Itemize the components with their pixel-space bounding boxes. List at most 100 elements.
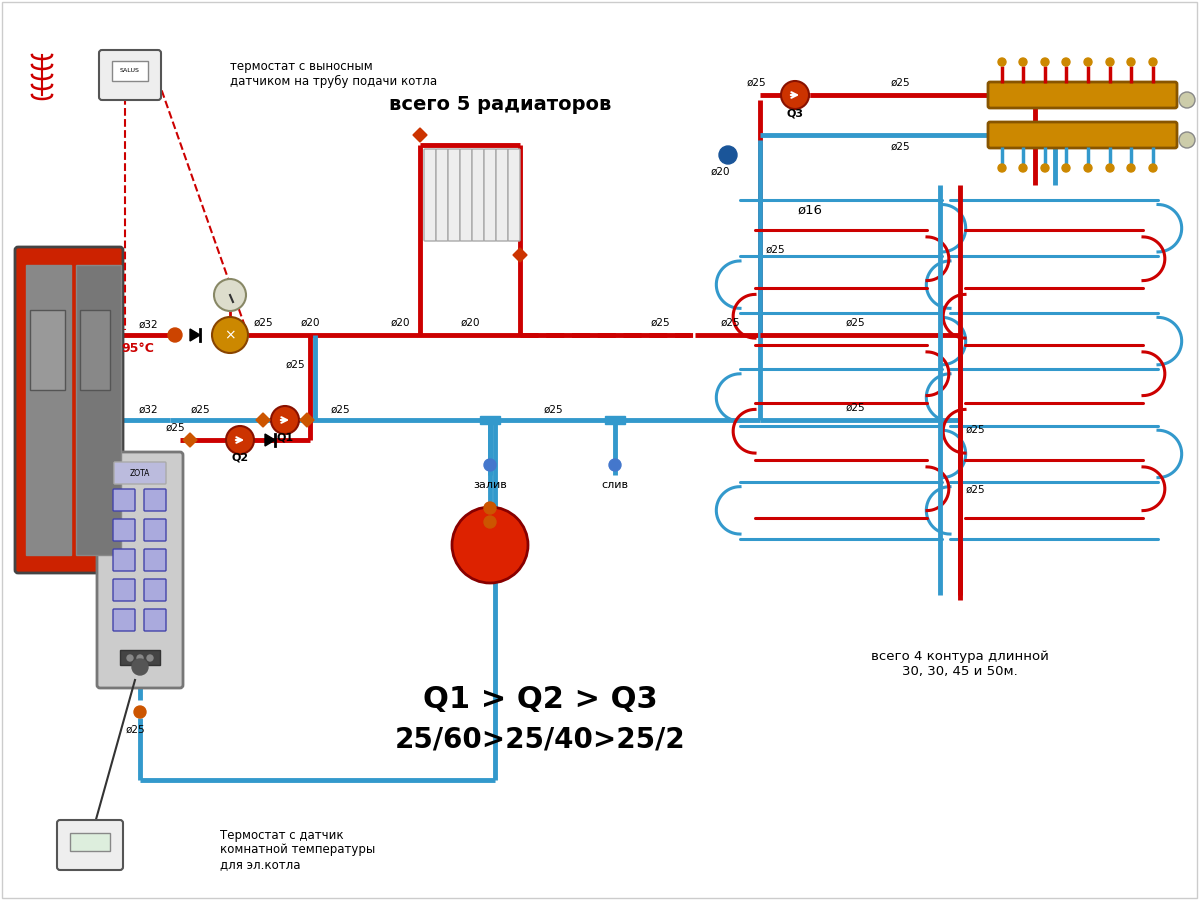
FancyBboxPatch shape (144, 519, 165, 541)
Polygon shape (183, 433, 197, 447)
Circle shape (1062, 58, 1070, 66)
Circle shape (998, 58, 1006, 66)
Text: всего 4 контура длинной
30, 30, 45 и 50м.: всего 4 контура длинной 30, 30, 45 и 50м… (870, 650, 1049, 678)
FancyBboxPatch shape (113, 579, 135, 601)
Text: 25/60>25/40>25/2: 25/60>25/40>25/2 (394, 726, 686, 754)
Circle shape (484, 459, 496, 471)
Circle shape (132, 659, 147, 675)
Text: ø25: ø25 (890, 142, 910, 152)
Text: ø25: ø25 (330, 405, 350, 415)
Text: ø25: ø25 (965, 425, 984, 435)
Circle shape (1127, 164, 1135, 172)
Text: залив: залив (474, 480, 507, 490)
Bar (76, 265, 121, 555)
Text: Термостат с датчик
комнатной температуры
для эл.котла: Термостат с датчик комнатной температуры… (219, 829, 375, 871)
Circle shape (1062, 164, 1070, 172)
Bar (120, 650, 159, 665)
Bar (70, 833, 110, 851)
FancyBboxPatch shape (988, 82, 1177, 108)
FancyBboxPatch shape (144, 549, 165, 571)
FancyBboxPatch shape (97, 452, 183, 688)
Bar (112, 61, 147, 81)
FancyBboxPatch shape (424, 149, 436, 241)
FancyBboxPatch shape (472, 149, 484, 241)
Text: ø25: ø25 (191, 405, 210, 415)
FancyBboxPatch shape (113, 549, 135, 571)
FancyBboxPatch shape (144, 489, 165, 511)
Text: ø32: ø32 (138, 320, 158, 330)
Circle shape (1019, 58, 1028, 66)
FancyBboxPatch shape (508, 149, 520, 241)
Polygon shape (412, 128, 427, 142)
FancyBboxPatch shape (144, 609, 165, 631)
Bar (480, 416, 500, 424)
Text: ø25: ø25 (165, 423, 185, 433)
Circle shape (609, 459, 621, 471)
Circle shape (484, 516, 496, 528)
Text: 95°С: 95°С (121, 343, 155, 356)
Circle shape (1105, 164, 1114, 172)
Circle shape (225, 426, 254, 454)
Text: слив: слив (602, 480, 628, 490)
Circle shape (137, 655, 143, 661)
Text: ø20: ø20 (300, 318, 320, 328)
Text: ø32: ø32 (138, 405, 158, 415)
Circle shape (134, 706, 146, 718)
Circle shape (452, 507, 528, 583)
Text: ø20: ø20 (390, 318, 410, 328)
FancyBboxPatch shape (988, 122, 1177, 148)
FancyBboxPatch shape (460, 149, 472, 241)
Text: ×: × (224, 328, 236, 342)
Text: ø25: ø25 (746, 78, 766, 88)
Text: ø16: ø16 (797, 203, 823, 217)
Text: ø25: ø25 (845, 403, 864, 413)
FancyBboxPatch shape (114, 462, 165, 484)
Circle shape (1041, 164, 1049, 172)
Circle shape (1149, 58, 1157, 66)
Text: термостат с выносным
датчиком на трубу подачи котла: термостат с выносным датчиком на трубу п… (230, 60, 438, 88)
Circle shape (213, 279, 246, 311)
Bar (30, 310, 65, 390)
Polygon shape (300, 413, 314, 427)
Polygon shape (265, 434, 275, 446)
Text: ø25: ø25 (845, 318, 864, 328)
Polygon shape (513, 248, 528, 262)
Circle shape (168, 328, 182, 342)
Circle shape (127, 655, 133, 661)
Text: ø25: ø25 (965, 485, 984, 495)
Text: ø25: ø25 (650, 318, 670, 328)
Circle shape (1019, 164, 1028, 172)
Text: ø25: ø25 (253, 318, 273, 328)
FancyBboxPatch shape (448, 149, 460, 241)
Text: Q1: Q1 (277, 433, 294, 443)
Text: ZOTA: ZOTA (129, 469, 150, 478)
Circle shape (212, 317, 248, 353)
FancyBboxPatch shape (100, 50, 161, 100)
FancyBboxPatch shape (113, 609, 135, 631)
FancyBboxPatch shape (16, 247, 123, 573)
Text: ø20: ø20 (710, 167, 730, 177)
Text: ø25: ø25 (543, 405, 562, 415)
FancyBboxPatch shape (58, 820, 123, 870)
Text: SALUS: SALUS (120, 68, 140, 74)
FancyBboxPatch shape (484, 149, 496, 241)
FancyBboxPatch shape (496, 149, 508, 241)
Circle shape (1084, 164, 1092, 172)
Circle shape (271, 406, 299, 434)
Circle shape (1179, 92, 1195, 108)
Text: ø20: ø20 (460, 318, 480, 328)
Text: ø25: ø25 (765, 245, 785, 255)
FancyBboxPatch shape (144, 579, 165, 601)
Bar (26, 265, 71, 555)
Circle shape (147, 655, 153, 661)
Text: ø25: ø25 (285, 360, 305, 370)
Circle shape (1179, 132, 1195, 148)
Circle shape (484, 502, 496, 514)
Bar (605, 416, 625, 424)
Text: ø25: ø25 (125, 725, 145, 735)
Circle shape (781, 81, 809, 109)
Circle shape (1105, 58, 1114, 66)
Text: ø25: ø25 (721, 318, 740, 328)
Polygon shape (257, 413, 270, 427)
Text: Q2: Q2 (231, 453, 248, 463)
